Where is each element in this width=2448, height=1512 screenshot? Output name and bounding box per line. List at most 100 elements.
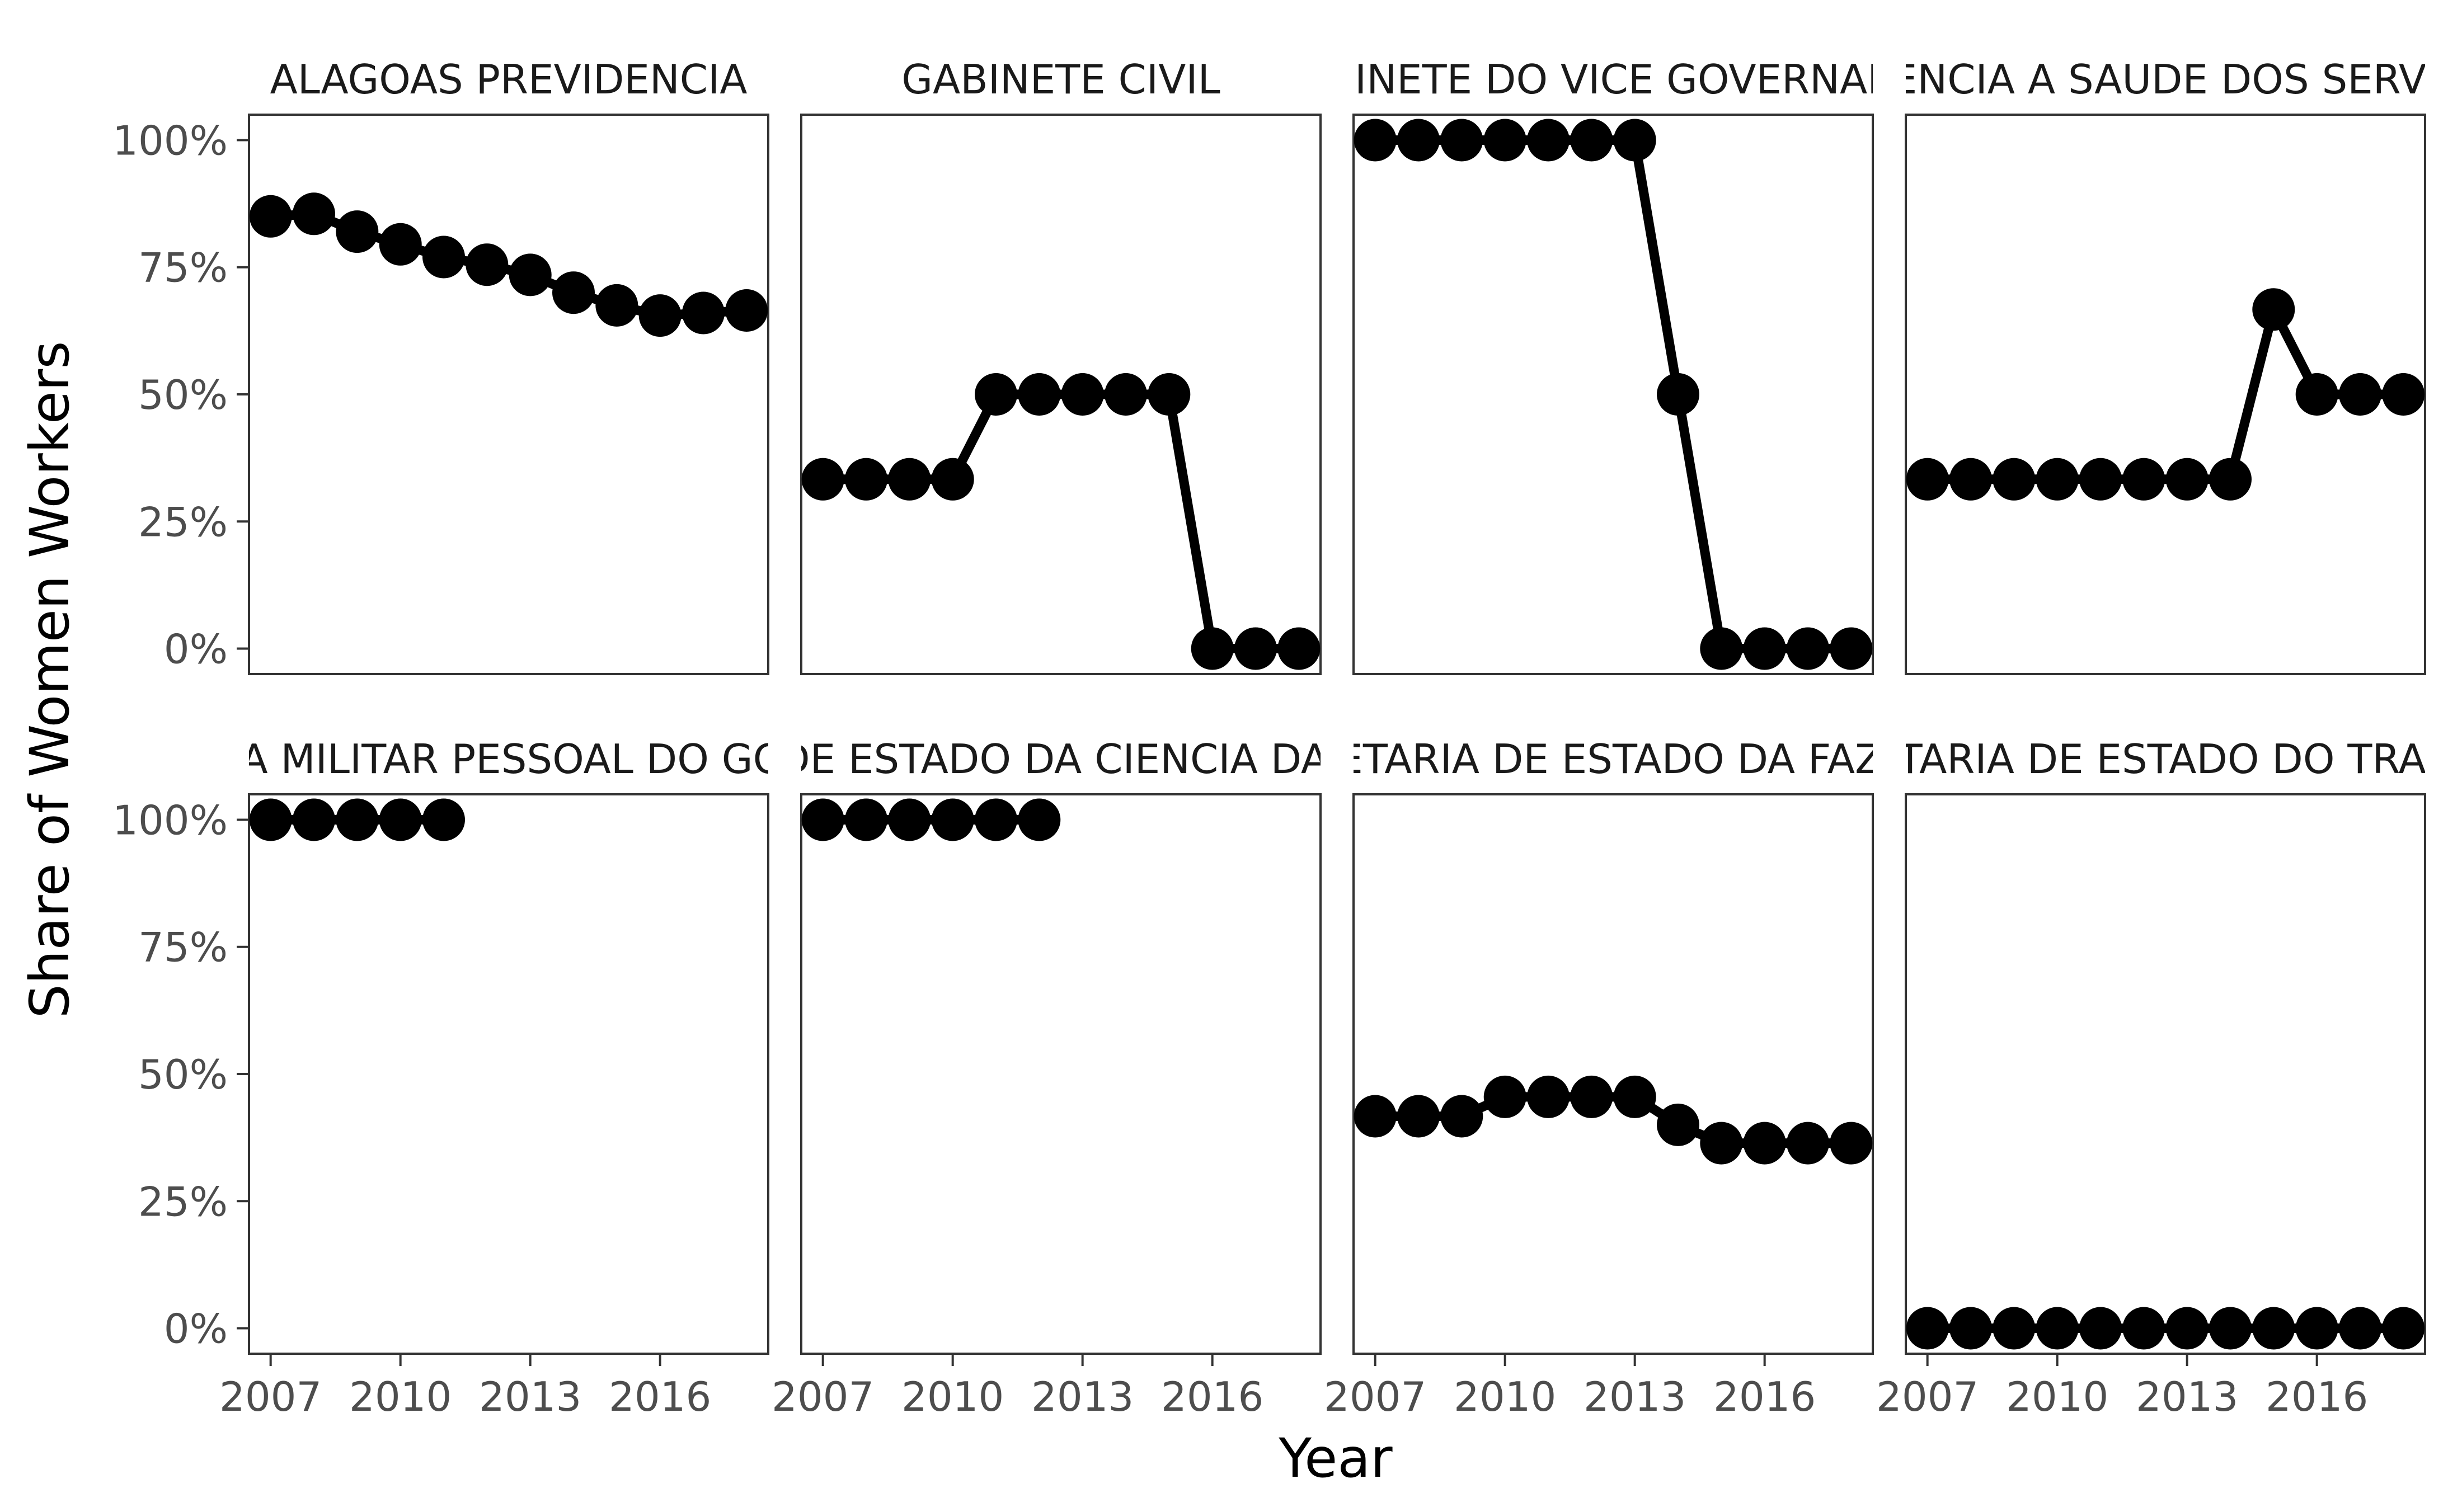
panel-border: [248, 114, 769, 675]
data-point: [422, 235, 465, 279]
x-tick-label: 2016: [609, 1373, 711, 1420]
data-point: [1949, 458, 1992, 501]
data-point: [1700, 627, 1743, 670]
data-point: [2295, 373, 2338, 416]
y-tick-label: 25%: [138, 1178, 228, 1225]
data-point: [931, 798, 974, 841]
x-tick-label: 2016: [1161, 1373, 1263, 1420]
data-point: [682, 291, 725, 335]
data-point: [379, 798, 422, 841]
data-point: [1527, 1075, 1570, 1118]
x-tick-label: 2013: [2136, 1373, 2238, 1420]
facet-title: SECRETARIA DE ESTADO DA FAZENDA: [1230, 736, 1996, 783]
data-point: [1993, 1307, 2036, 1350]
x-tick-label: 2010: [901, 1373, 1004, 1420]
data-point: [1061, 373, 1104, 416]
data-point: [552, 271, 595, 314]
data-point: [1949, 1307, 1992, 1350]
y-tick-label: 25%: [138, 498, 228, 545]
facet-panel: ASSISTENCIA MILITAR PESSOAL DO GOVERNADO…: [248, 736, 769, 1355]
data-point: [638, 294, 682, 337]
panel-border: [248, 793, 769, 1355]
facet-title: GABINETE CIVIL: [901, 56, 1220, 103]
data-point: [725, 289, 768, 332]
data-point: [1743, 627, 1786, 670]
data-point: [1906, 458, 1949, 501]
data-point: [1830, 1122, 1873, 1165]
data-point: [2339, 373, 2381, 416]
y-tick-label: 75%: [138, 244, 228, 291]
data-point: [801, 798, 844, 841]
panel-border: [1352, 114, 1874, 675]
x-axis-title: Year: [1278, 1427, 1393, 1490]
data-point: [2122, 458, 2165, 501]
data-point: [1483, 1075, 1526, 1118]
facet-panel: GABINETE DO VICE GOVERNADOR: [1352, 56, 1874, 675]
data-point: [1993, 458, 2036, 501]
data-point: [1018, 373, 1061, 416]
data-point: [1105, 373, 1147, 416]
x-tick-label: 2007: [1876, 1373, 1979, 1420]
data-point: [1354, 119, 1397, 162]
data-point: [379, 223, 422, 266]
data-point: [466, 243, 509, 286]
data-point: [1148, 373, 1191, 416]
x-tick-label: 2010: [1454, 1373, 1556, 1420]
data-point: [595, 284, 638, 327]
data-point: [1787, 1122, 1829, 1165]
x-tick-label: 2016: [2266, 1373, 2368, 1420]
facet-title: SECRETARIA DE ESTADO DO TRABALHO: [1765, 736, 2448, 783]
data-point: [1787, 627, 1829, 670]
data-point: [422, 798, 465, 841]
data-point: [1613, 1075, 1656, 1118]
facet-title: ALAGOAS PREVIDENCIA: [270, 56, 747, 103]
data-point: [1613, 119, 1656, 162]
data-point: [975, 798, 1017, 841]
data-point: [293, 192, 335, 235]
facet-panel: ASSISTENCIA A SAUDE DOS SERVIDORES: [1751, 56, 2448, 675]
data-point: [888, 458, 931, 501]
facet-panel: SECRETARIA DE ESTADO DA CIENCIA DA TECNO…: [517, 736, 1605, 1355]
y-tick-label: 100%: [112, 797, 228, 844]
data-point: [1906, 1307, 1949, 1350]
y-tick-label: 75%: [138, 924, 228, 971]
data-point: [1234, 627, 1277, 670]
data-point: [2036, 458, 2079, 501]
data-point: [1657, 1103, 1699, 1146]
x-tick-label: 2010: [349, 1373, 452, 1420]
y-tick-label: 0%: [164, 1306, 228, 1353]
data-point: [509, 253, 552, 296]
y-tick-label: 0%: [164, 626, 228, 673]
facet-title: SECRETARIA DE ESTADO DA CIENCIA DA TECNO…: [517, 736, 1605, 783]
y-axis-title: Share of Women Workers: [18, 341, 81, 1019]
data-point: [336, 210, 379, 253]
panels-layer: ALAGOAS PREVIDENCIA GABINETE CIVIL GABINET…: [248, 56, 2448, 1355]
data-point: [1191, 627, 1234, 670]
data-point: [975, 373, 1017, 416]
x-tick-label: 2013: [1031, 1373, 1134, 1420]
data-point: [2165, 1307, 2209, 1350]
data-point: [2122, 1307, 2165, 1350]
data-point: [1527, 119, 1570, 162]
data-point: [1440, 1095, 1483, 1138]
facet-title: ASSISTENCIA A SAUDE DOS SERVIDORES: [1751, 56, 2448, 103]
data-point: [1397, 1095, 1440, 1138]
data-point: [1830, 627, 1873, 670]
facet-panel: SECRETARIA DE ESTADO DA FAZENDA: [1230, 736, 1996, 1355]
y-axis: 0% 25% 50% 75% 100% 0% 25% 50% 75% 100%: [112, 117, 249, 1353]
x-tick-label: 2007: [772, 1373, 874, 1420]
data-point: [1657, 373, 1699, 416]
x-axis: 2007 2010 2013 2016 2007 2010 2013 2016 2007 2010…: [219, 1354, 2368, 1420]
data-point: [2252, 1307, 2295, 1350]
data-point: [2382, 1307, 2425, 1350]
panel-border: [1905, 793, 2426, 1355]
data-point: [1483, 119, 1526, 162]
data-point: [845, 798, 887, 841]
data-point: [2339, 1307, 2381, 1350]
data-point: [801, 458, 844, 501]
data-point: [1700, 1122, 1743, 1165]
data-point: [1570, 119, 1613, 162]
y-tick-label: 100%: [112, 117, 228, 164]
data-point: [845, 458, 887, 501]
